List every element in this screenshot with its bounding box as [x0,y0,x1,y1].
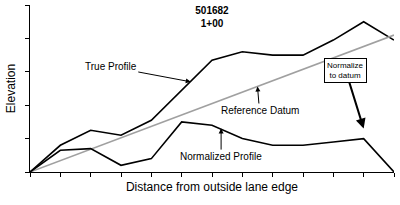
svg-text:5016821+00: 5016821+00 [195,5,229,29]
svg-text:Reference Datum: Reference Datum [221,105,299,116]
svg-text:Elevation: Elevation [4,64,18,113]
svg-text:Distance from outside lane edg: Distance from outside lane edge [126,180,298,194]
svg-text:Normalizeto datum: Normalizeto datum [327,61,364,80]
svg-text:True Profile: True Profile [85,61,137,72]
svg-text:Normalized Profile: Normalized Profile [180,151,262,162]
